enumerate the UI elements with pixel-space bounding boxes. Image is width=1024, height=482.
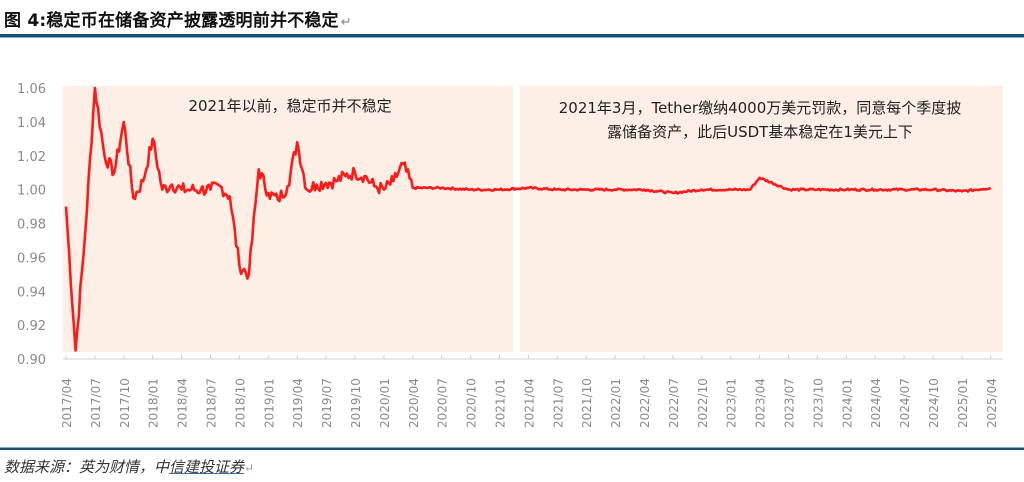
x-tick-label: 2023/01 bbox=[725, 378, 739, 428]
x-tick-label: 2021/04 bbox=[522, 378, 536, 428]
x-tick-label: 2024/07 bbox=[898, 378, 912, 428]
x-tick-label: 2023/04 bbox=[754, 378, 768, 428]
y-tick-label: 0.96 bbox=[17, 251, 46, 266]
y-tick-label: 0.94 bbox=[17, 285, 46, 300]
x-tick-label: 2024/10 bbox=[927, 378, 941, 428]
x-tick-label: 2019/04 bbox=[291, 378, 305, 428]
x-tick-label: 2025/04 bbox=[985, 378, 999, 428]
x-tick-label: 2018/10 bbox=[233, 378, 247, 428]
x-tick-label: 2021/01 bbox=[494, 378, 508, 428]
x-tick-label: 2020/04 bbox=[407, 378, 421, 428]
x-tick-label: 2019/10 bbox=[349, 378, 363, 428]
x-tick-label: 2017/07 bbox=[89, 378, 103, 428]
x-tick-label: 2023/07 bbox=[783, 378, 797, 428]
x-tick-label: 2021/07 bbox=[551, 378, 565, 428]
x-tick-label: 2017/10 bbox=[118, 378, 132, 428]
y-tick-label: 1.04 bbox=[17, 116, 46, 131]
x-axis: 2017/04 2017/07 2017/10 2018/01 2018/04 2018/… bbox=[60, 355, 999, 428]
return-mark-icon: ↵ bbox=[244, 461, 255, 475]
shaded-region-pre-2021 bbox=[63, 86, 513, 352]
figure-title-text: 图 4:稳定币在储备资产披露透明前并不稳定 bbox=[4, 11, 339, 31]
annotation-right: 2021年3月，Tether缴纳4000万美元罚款，同意每个季度披 露储备资产，… bbox=[525, 96, 995, 144]
x-tick-label: 2020/07 bbox=[436, 378, 450, 428]
bottom-rule bbox=[0, 447, 1024, 450]
x-tick-label: 2018/04 bbox=[176, 378, 190, 428]
usdt-price-line bbox=[64, 86, 992, 352]
y-tick-label: 0.98 bbox=[17, 218, 46, 233]
x-tick-label: 2022/04 bbox=[638, 378, 652, 428]
top-rule bbox=[0, 34, 1024, 38]
x-tick-label: 2019/07 bbox=[320, 378, 334, 428]
x-tick-label: 2017/04 bbox=[60, 378, 74, 428]
data-source: 数据来源：英为财情，中信建投证券↵ bbox=[4, 456, 254, 477]
x-tick-label: 2024/04 bbox=[869, 378, 883, 428]
annotation-left: 2021年以前，稳定币并不稳定 bbox=[120, 94, 460, 118]
x-tick-label: 2022/01 bbox=[609, 378, 623, 428]
y-axis: 1.06 1.04 1.02 1.00 0.98 0.96 0.94 0.92 0.90 bbox=[17, 82, 46, 368]
x-tick-label: 2018/01 bbox=[147, 378, 161, 428]
x-tick-label: 2022/07 bbox=[667, 378, 681, 428]
y-tick-label: 1.02 bbox=[17, 150, 46, 165]
source-link[interactable]: 信建投证券 bbox=[169, 458, 245, 476]
x-tick-label: 2019/01 bbox=[262, 378, 276, 428]
x-tick-label: 2023/10 bbox=[811, 378, 825, 428]
x-tick-label: 2021/10 bbox=[580, 378, 594, 428]
source-prefix: 数据来源：英为财情，中 bbox=[4, 458, 170, 476]
y-tick-label: 0.90 bbox=[17, 353, 46, 368]
x-tick-label: 2025/01 bbox=[956, 378, 970, 428]
x-tick-label: 2020/10 bbox=[465, 378, 479, 428]
y-tick-label: 0.92 bbox=[17, 319, 46, 334]
shaded-region-post-2021 bbox=[520, 86, 1003, 352]
x-tick-label: 2018/07 bbox=[205, 378, 219, 428]
return-mark-icon: ↵ bbox=[340, 15, 352, 30]
y-tick-label: 1.00 bbox=[17, 184, 46, 199]
annotation-left-text: 2021年以前，稳定币并不稳定 bbox=[188, 97, 392, 115]
annotation-right-line2: 露储备资产，此后USDT基本稳定在1美元上下 bbox=[607, 123, 913, 141]
figure-title: 图 4:稳定币在储备资产披露透明前并不稳定 ↵ bbox=[4, 6, 352, 31]
x-tick-label: 2020/01 bbox=[378, 378, 392, 428]
y-tick-label: 1.06 bbox=[17, 82, 46, 97]
x-tick-label: 2022/10 bbox=[696, 378, 710, 428]
x-tick-label: 2024/01 bbox=[840, 378, 854, 428]
annotation-right-line1: 2021年3月，Tether缴纳4000万美元罚款，同意每个季度披 bbox=[558, 99, 962, 117]
